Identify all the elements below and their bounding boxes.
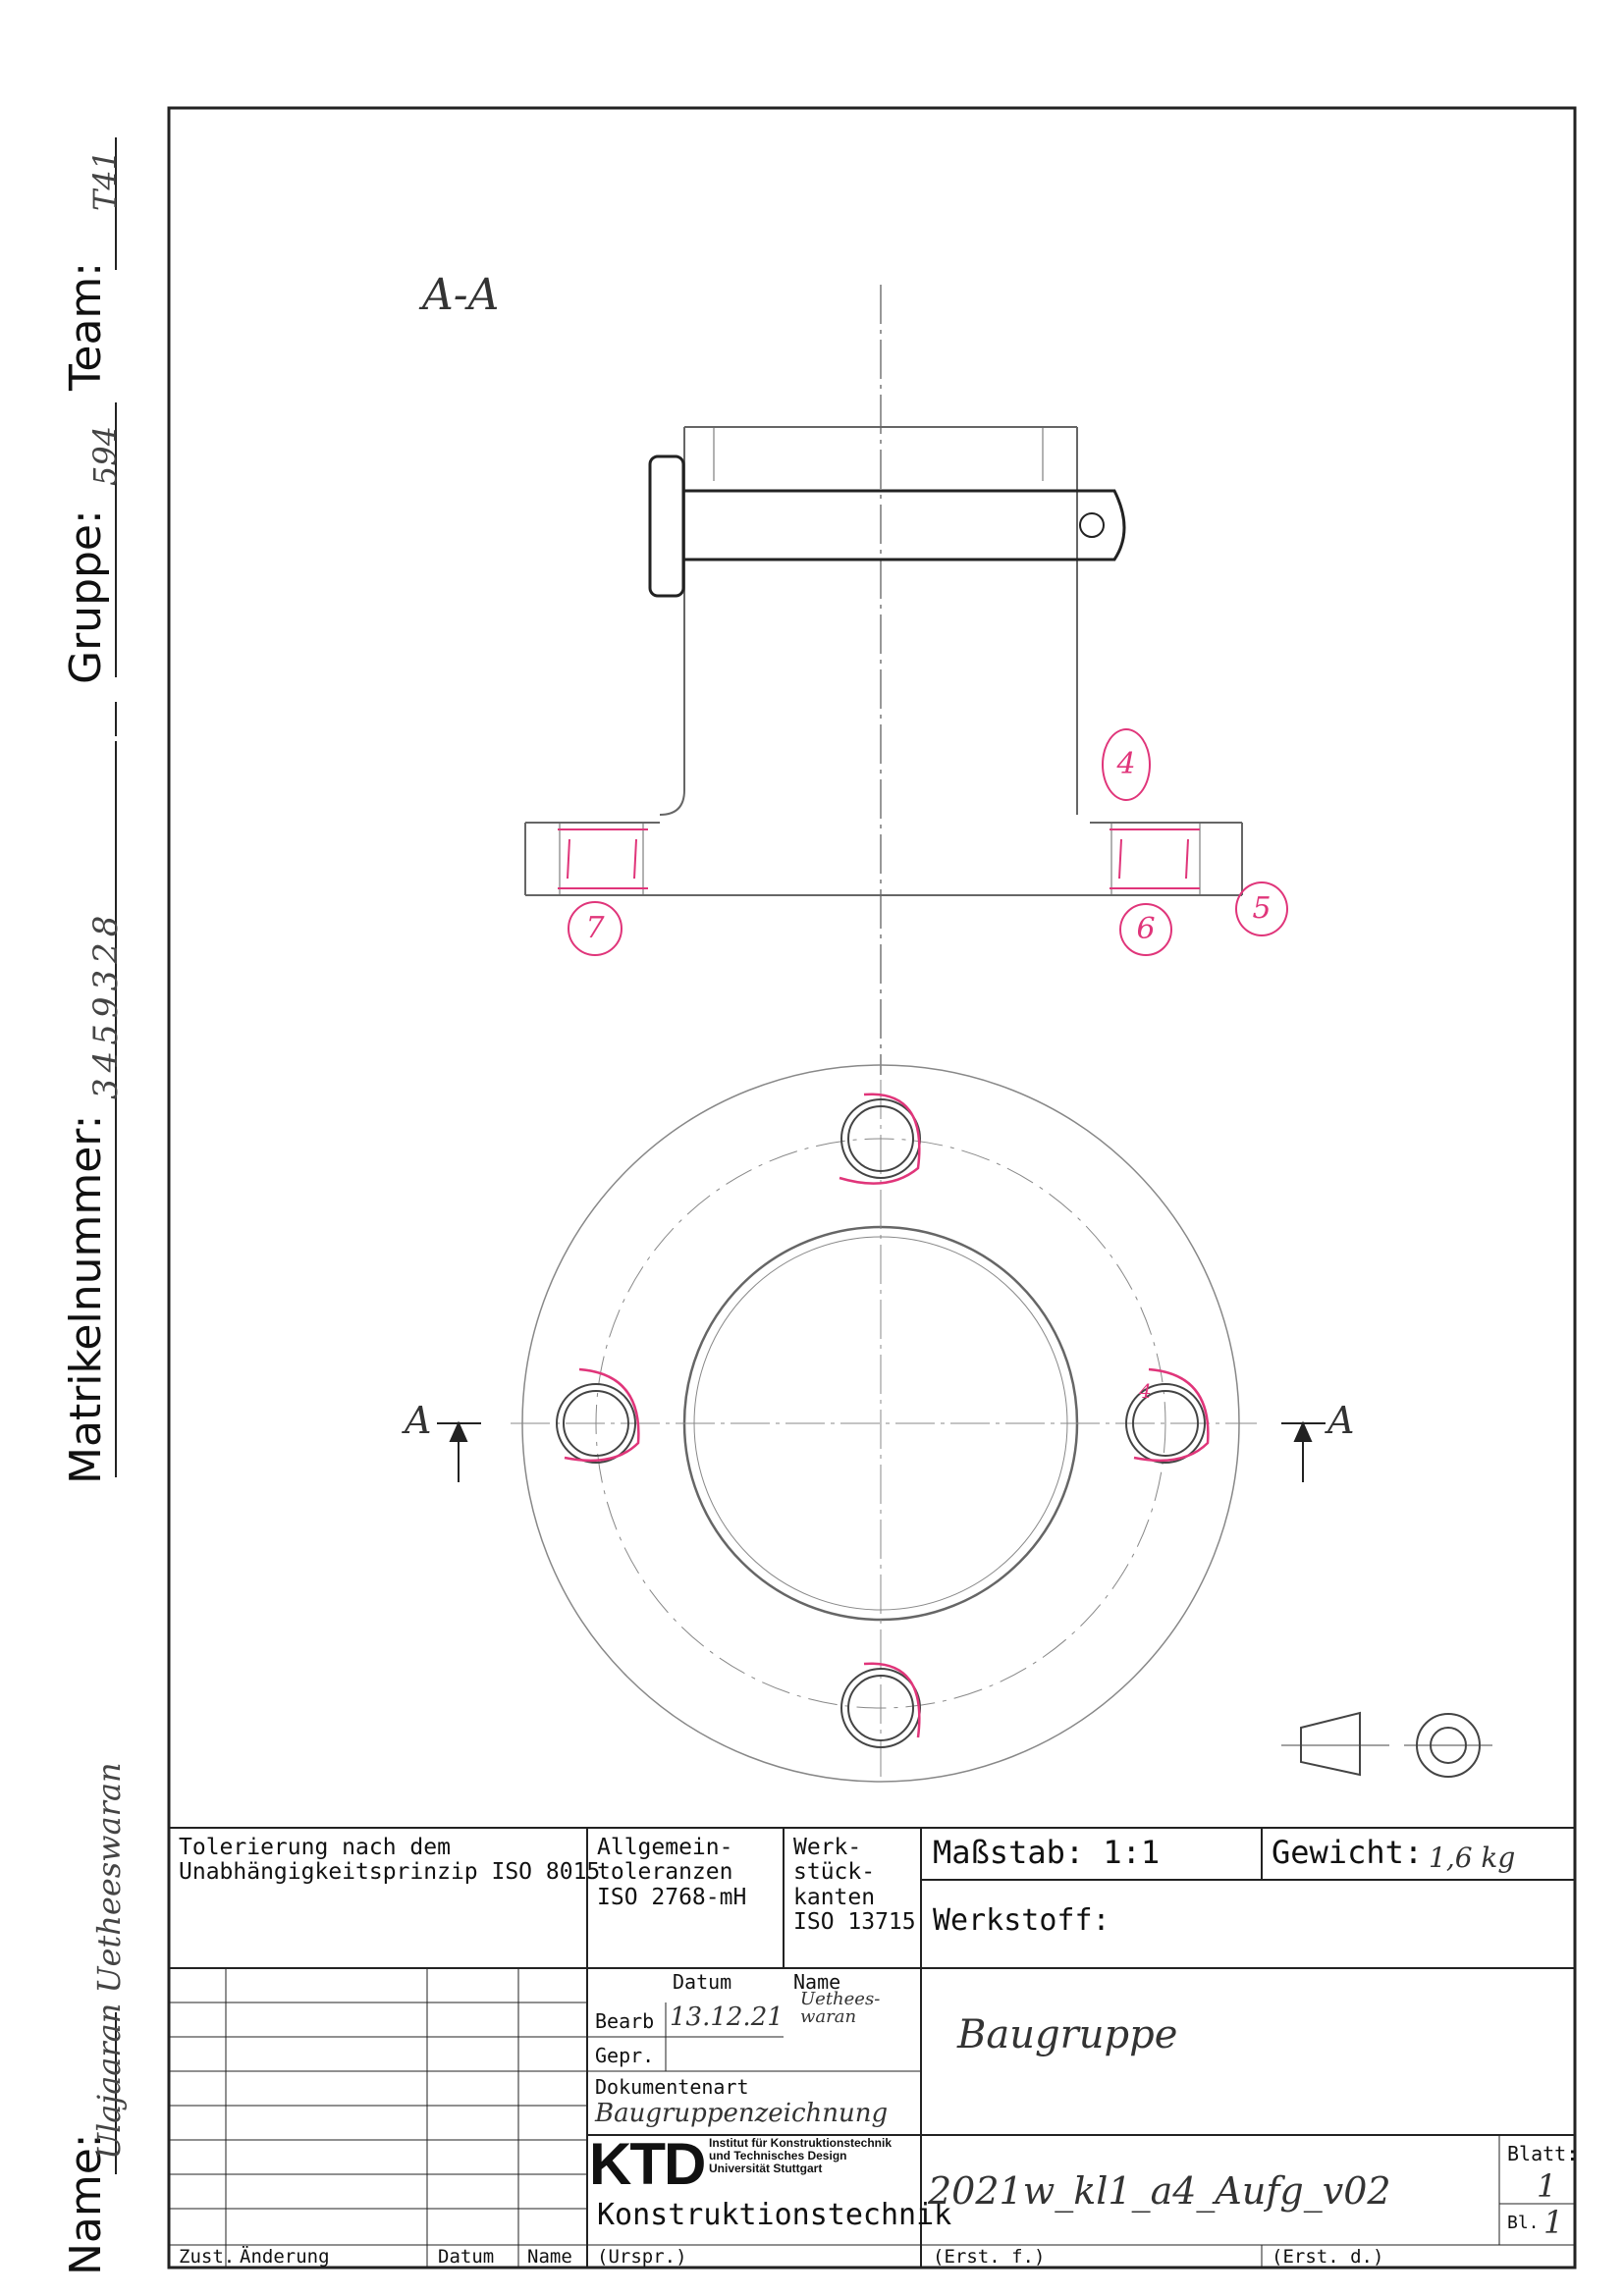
bearb-date: 13.12.21 — [670, 2002, 784, 2032]
clevis-pin — [648, 454, 1126, 598]
urspr-label: (Urspr.) — [597, 2246, 687, 2268]
section-arrows — [437, 1420, 1326, 1482]
gepr-label: Gepr. — [595, 2044, 655, 2067]
datum-header: Datum — [673, 1970, 732, 1994]
section-view — [524, 426, 1243, 896]
balloon-5: 5 — [1235, 881, 1288, 936]
bl-label: Bl. — [1507, 2213, 1540, 2233]
doc-type-value: Baugruppenzeichnung — [595, 2099, 889, 2128]
bl-value: 1 — [1543, 2204, 1564, 2241]
projection-symbol — [1281, 1711, 1492, 1778]
weight-value: 1,6 kg — [1429, 1842, 1516, 1874]
material-label: Werkstoff: — [933, 1903, 1110, 1938]
general-tolerances: Allgemein- toleranzen ISO 2768-mH — [597, 1835, 747, 1910]
title-block-lines — [169, 1827, 1575, 2268]
bearb-label: Bearb — [595, 2009, 655, 2033]
zust-label: Zust. — [179, 2246, 236, 2268]
section-title: A-A — [422, 270, 500, 320]
erst-d-label: (Erst. d.) — [1272, 2246, 1384, 2268]
blatt-label: Blatt: — [1507, 2142, 1579, 2165]
workpiece-edges: Werk- stück- kanten ISO 13715 — [793, 1835, 916, 1935]
drawing-title: Baugruppe — [957, 2012, 1178, 2057]
hole-markings — [564, 1093, 1210, 1738]
balloon-6: 6 — [1119, 903, 1172, 956]
doc-type-label: Dokumentenart — [595, 2075, 749, 2099]
hole-note: 4 — [1139, 1379, 1152, 1403]
drawing-frame — [167, 106, 1577, 2269]
section-marker-right: A — [1327, 1399, 1355, 1442]
tolerance-note: Tolerierung nach dem Unabhängigkeitsprin… — [179, 1835, 601, 1886]
name-header: Name — [793, 1970, 841, 1994]
name-label-tb: Name — [527, 2246, 572, 2268]
drawing-number: 2021w_kl1_a4_Aufg_v02 — [928, 2169, 1391, 2213]
scale-label: Maßstab: 1:1 — [933, 1834, 1161, 1871]
blatt-value: 1 — [1537, 2167, 1557, 2205]
section-marker-left: A — [405, 1399, 432, 1442]
institute-name: Institut für Konstruktionstechnik und Te… — [709, 2136, 892, 2176]
aenderung-label: Änderung — [240, 2246, 330, 2268]
weight-label: Gewicht: — [1272, 1834, 1424, 1871]
balloon-4: 4 — [1102, 728, 1151, 801]
department: Konstruktionstechnik — [597, 2198, 952, 2232]
datum-label: Datum — [438, 2246, 495, 2268]
ktd-logo: KTD — [589, 2131, 706, 2197]
erst-f-label: (Erst. f.) — [933, 2246, 1046, 2268]
top-view — [511, 1064, 1257, 1783]
bearb-name: Uethees- waran — [800, 1989, 881, 2027]
balloon-7: 7 — [568, 901, 623, 956]
thread-marks — [558, 828, 1200, 889]
